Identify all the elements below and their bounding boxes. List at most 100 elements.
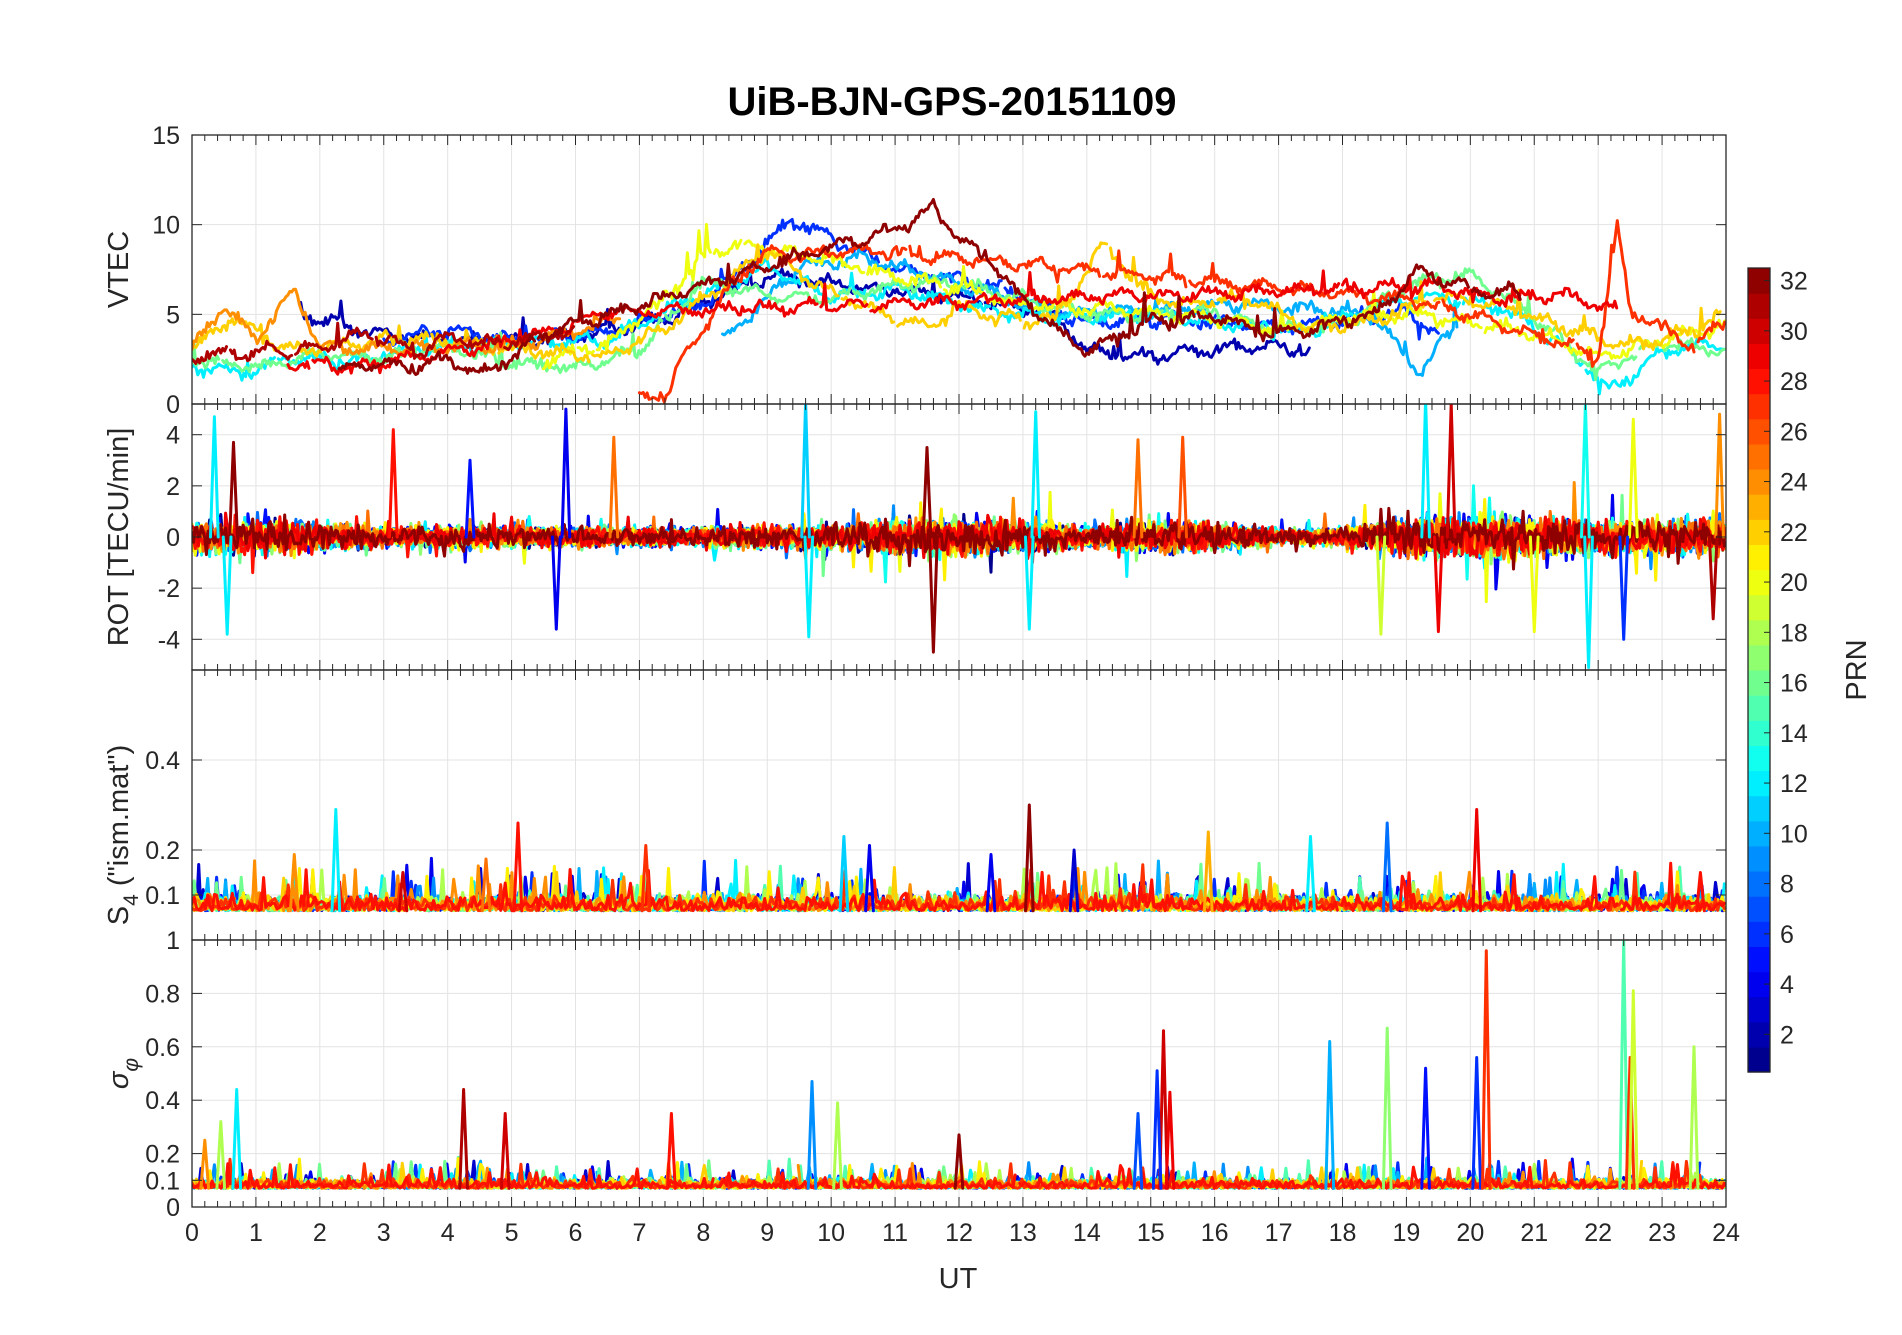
sigphi-spike-prn-15 bbox=[1618, 940, 1630, 1190]
rot-spike-prn-30 bbox=[1445, 404, 1457, 539]
y-tick-label-sigphi: 0 bbox=[166, 1194, 180, 1222]
rot-spike-prn-24 bbox=[1714, 412, 1725, 539]
s4-series-prn-28 bbox=[192, 861, 1726, 913]
colorbar-segment bbox=[1748, 845, 1770, 872]
rot-spike-prn-12 bbox=[1030, 410, 1041, 539]
rot-spike-prn-12 bbox=[803, 535, 815, 639]
x-tick-label: 11 bbox=[882, 1219, 908, 1247]
x-tick-label: 18 bbox=[1329, 1219, 1357, 1247]
s4-spike-prn-32 bbox=[1024, 803, 1035, 913]
grid-sigphi bbox=[192, 939, 1726, 1208]
colorbar-segment bbox=[1748, 820, 1770, 847]
rot-spike-prn-20 bbox=[1628, 417, 1639, 539]
s4-spike-prn-27 bbox=[640, 844, 652, 913]
rot-spike-prn-12 bbox=[221, 535, 233, 636]
colorbar-segment bbox=[1748, 795, 1770, 822]
sigphi-spike-prn-30 bbox=[1158, 1029, 1169, 1190]
x-tick-label: 23 bbox=[1648, 1219, 1676, 1247]
x-tick-label: 6 bbox=[569, 1219, 583, 1247]
colorbar-segment bbox=[1748, 519, 1770, 545]
rot-spike-prn-4 bbox=[551, 535, 562, 631]
colorbar-segment bbox=[1748, 720, 1770, 746]
sigphi-series-prn-28 bbox=[192, 1162, 1726, 1190]
y-axis-label-s4: S4 ("ism.mat") bbox=[103, 745, 143, 926]
colorbar-tick-label: 8 bbox=[1780, 871, 1794, 899]
rot-spike-prn-4 bbox=[560, 407, 572, 539]
colorbar-segment bbox=[1748, 644, 1770, 671]
s4-spike-prn-29 bbox=[1471, 808, 1483, 913]
rot-series-prn-32 bbox=[192, 506, 1726, 571]
colorbar-segment bbox=[1748, 494, 1770, 520]
y-tick-label-vtec: 10 bbox=[152, 212, 180, 240]
y-axis-label-vtec: VTEC bbox=[103, 231, 135, 308]
s4-spike-prn-23 bbox=[1202, 830, 1214, 913]
x-tick-labels: 0 1 2 3 4 5 6 7 8 9 10 11 12 13 14 15 16 17 18 19 20 21 22 23 24 bbox=[185, 1219, 1740, 1247]
y-tick-label-sigphi: 1 bbox=[166, 927, 180, 955]
colorbar-label: PRN bbox=[1841, 639, 1873, 700]
rot-spike-prn-29 bbox=[1433, 535, 1444, 634]
colorbar-segment bbox=[1748, 469, 1770, 495]
rot-spike-prn-25 bbox=[1132, 438, 1144, 539]
colorbar-tick-label: 16 bbox=[1780, 670, 1808, 698]
sigphi-spike-prn-29 bbox=[1164, 1090, 1176, 1190]
colorbar-segment bbox=[1748, 996, 1770, 1023]
colorbar-frame bbox=[1747, 267, 1771, 1073]
rot-spike-prn-12 bbox=[1420, 404, 1431, 539]
y-tick-label-sigphi: 0.4 bbox=[145, 1087, 180, 1115]
vtec-series-prn-32 bbox=[337, 198, 1522, 376]
y-tick-label-rot: -4 bbox=[158, 626, 180, 654]
colorbar-tick-label: 12 bbox=[1780, 770, 1808, 798]
x-axis-label: UT bbox=[939, 1263, 978, 1295]
colorbar-segment bbox=[1748, 343, 1770, 370]
sigphi-spike-prn-18 bbox=[215, 1120, 227, 1190]
colorbar-segment bbox=[1748, 670, 1770, 696]
sigphi-spike-prn-9 bbox=[806, 1080, 818, 1190]
rot-spike-prn-32 bbox=[928, 535, 939, 654]
series-vtec bbox=[192, 198, 1726, 404]
x-tick-label: 14 bbox=[1073, 1219, 1101, 1247]
rot-spike-prn-25 bbox=[608, 435, 620, 539]
colorbar-segment bbox=[1748, 946, 1770, 973]
colorbar-segment bbox=[1748, 569, 1770, 596]
x-tick-label: 17 bbox=[1265, 1219, 1293, 1247]
colorbar-segment bbox=[1748, 393, 1770, 420]
series-s4 bbox=[192, 803, 1726, 913]
colorbar-segment bbox=[1748, 896, 1770, 922]
s4-spike-prn-24 bbox=[288, 853, 300, 913]
colorbar-segment bbox=[1748, 268, 1770, 294]
colorbar-segment bbox=[1748, 544, 1770, 571]
ticks-vtec: 0 5 10 15 bbox=[152, 122, 1727, 419]
sigphi-spike-prn-17 bbox=[1381, 1026, 1393, 1190]
x-tick-label: 16 bbox=[1201, 1219, 1229, 1247]
x-tick-label: 13 bbox=[1009, 1219, 1037, 1247]
y-tick-label-s4: 0.2 bbox=[145, 837, 180, 865]
ticks-s4: 0.1 0.2 0.4 bbox=[145, 670, 1727, 940]
sigphi-spike-prn-27 bbox=[1481, 949, 1492, 1190]
x-tick-label: 2 bbox=[313, 1219, 327, 1247]
sigphi-spike-prn-24 bbox=[199, 1138, 211, 1190]
colorbar-segment bbox=[1748, 443, 1770, 470]
s4-spike-prn-4 bbox=[864, 844, 875, 913]
sigphi-spike-prn-31 bbox=[458, 1088, 469, 1190]
ticks-rot: -4 -2 0 2 4 bbox=[158, 404, 1727, 670]
sigphi-spike-prn-12 bbox=[231, 1088, 243, 1190]
x-tick-label: 5 bbox=[505, 1219, 519, 1247]
y-tick-label-vtec: 5 bbox=[166, 301, 180, 329]
rot-spike-prn-28 bbox=[388, 428, 399, 539]
colorbar-tick-label: 2 bbox=[1780, 1021, 1794, 1049]
chart-title: UiB-BJN-GPS-20151109 bbox=[727, 80, 1176, 124]
s4-spike-prn-28 bbox=[1695, 871, 1706, 913]
grid-vtec bbox=[192, 134, 1726, 405]
x-tick-label: 4 bbox=[441, 1219, 455, 1247]
colorbar-tick-label: 14 bbox=[1780, 720, 1808, 748]
colorbar-tick-label: 18 bbox=[1780, 619, 1808, 647]
colorbar-tick-label: 28 bbox=[1780, 368, 1808, 396]
colorbar-tick-label: 4 bbox=[1780, 971, 1794, 999]
sigphi-spike-prn-32 bbox=[953, 1133, 965, 1190]
colorbar-segment bbox=[1748, 594, 1770, 621]
x-tick-label: 8 bbox=[696, 1219, 710, 1247]
x-tick-label: 0 bbox=[185, 1219, 199, 1247]
